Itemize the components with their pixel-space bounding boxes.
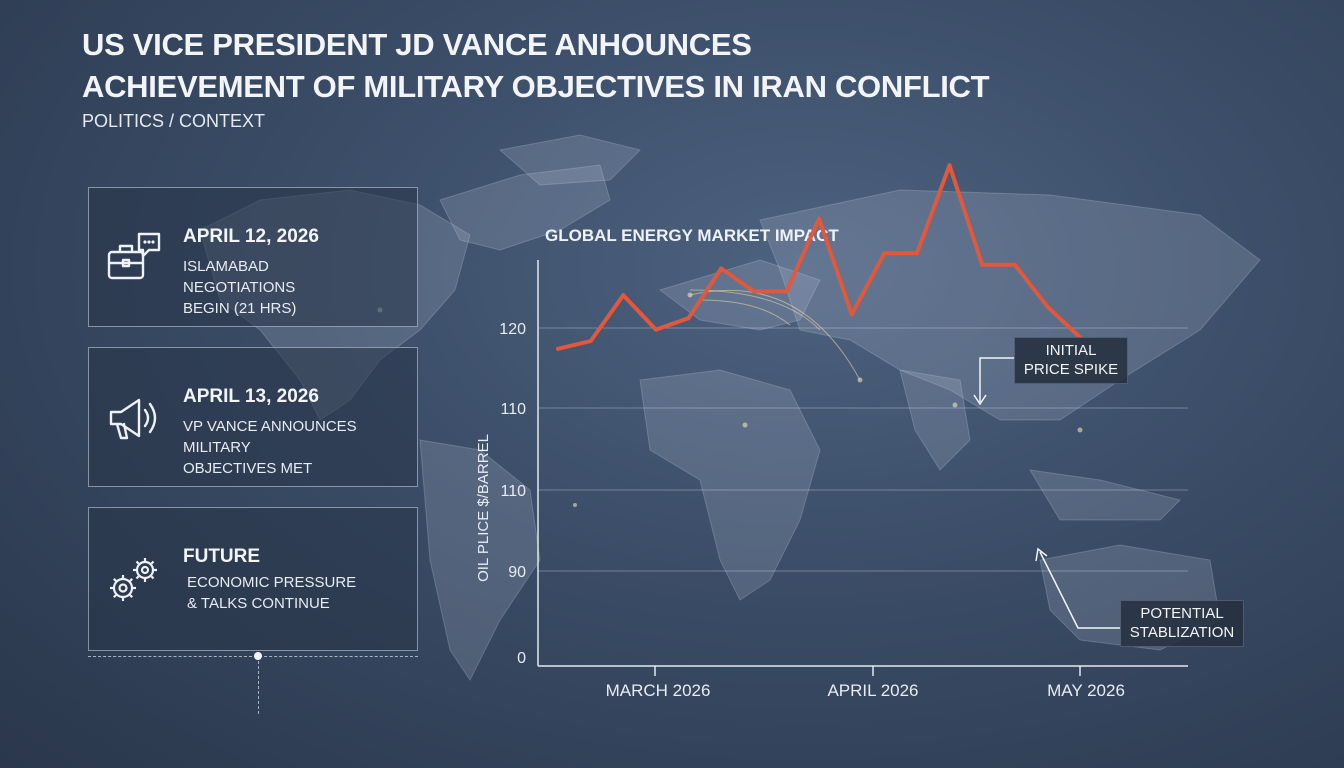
data-point [588,339,593,344]
timeline-description-line: & TALKS CONTINUE [187,595,330,612]
data-point [784,289,789,294]
timeline-connector-vertical [258,656,259,714]
annotation-line: PRICE SPIKE [1023,361,1119,378]
data-point [621,293,626,298]
category-label: POLITICS / CONTEXT [82,111,266,131]
megaphone-icon [109,398,157,440]
y-tick-label: 90 [508,564,526,581]
data-point [849,312,854,317]
x-tick-label: APRIL 2026 [827,681,918,700]
data-point [719,266,724,271]
data-point [947,163,952,168]
data-point [653,327,658,332]
y-tick-label: 110 [500,401,526,418]
gridlines [538,327,1188,572]
data-point [1012,262,1017,267]
annotation-line: POTENTIAL [1140,605,1224,622]
data-point [882,251,887,256]
data-point [817,216,821,221]
headline-line-1: US VICE PRESIDENT JD VANCE ANHOUNCES [82,27,752,62]
annotation-line: INITIAL [1045,342,1097,359]
headline-line-2: ACHIEVEMENT OF MILITARY OBJECTIVES IN IR… [82,69,990,104]
annotation-potential-stabilization: POTENTIAL STABLIZATION [1120,600,1244,647]
y-tick-label: 120 [499,321,526,338]
annotation-line: STABLIZATION [1129,624,1235,641]
timeline-description-line: NEGOTIATIONS [183,279,296,296]
timeline-description-line: BEGIN (21 HRS) [183,300,297,317]
briefcase-chat-icon [107,232,161,280]
timeline-description: ECONOMIC PRESSURE & TALKS CONTINUE [187,572,417,614]
timeline-card-announcement: APRIL 13, 2026 VP VANCE ANNOUNCES MILITA… [88,347,418,487]
x-tick-label: MAY 2026 [1047,681,1125,700]
oil-price-points [556,163,1082,351]
headline: US VICE PRESIDENT JD VANCE ANHOUNCES ACH… [82,24,990,108]
y-tick-label: 0 [517,650,526,667]
data-point [686,316,691,321]
y-tick-label: 110 [500,483,526,500]
timeline-description-line: ECONOMIC PRESSURE [187,574,357,591]
chart-title: GLOBAL ENERGY MARKET IMPACT [545,226,839,245]
timeline-card-negotiations: APRIL 12, 2026 ISLAMABAD NEGOTIATIONS BE… [88,187,418,327]
timeline-dot [254,652,262,660]
timeline-description-line: OBJECTIVES MET [183,460,313,477]
stabilization-arrow [1035,547,1120,629]
timeline-description-line: ISLAMABAD [183,258,269,275]
data-point [980,262,985,267]
gears-icon [110,558,157,601]
timeline-description: ISLAMABAD NEGOTIATIONS BEGIN (21 HRS) [183,256,413,319]
data-point [751,289,756,294]
oil-price-chart: 0 90 110 110 120 OIL PLICE $/BARREL MARC… [475,163,1188,700]
data-point [1045,304,1050,309]
timeline-connector [88,656,418,657]
data-point [914,251,919,256]
spike-arrow [973,357,1014,406]
timeline-date: FUTURE [183,546,261,567]
y-axis-label: OIL PLICE $/BARREL [475,434,492,582]
timeline-card-future: FUTURE ECONOMIC PRESSURE & TALKS CONTINU… [88,507,418,651]
data-point [556,346,560,351]
x-tick-label: MARCH 2026 [606,681,711,700]
oil-price-line [556,163,1082,351]
annotation-initial-price-spike: INITIAL PRICE SPIKE [1014,337,1128,384]
timeline-date: APRIL 12, 2026 [183,226,319,247]
timeline-date: APRIL 13, 2026 [183,386,319,407]
timeline-description-line: MILITARY [183,439,251,456]
timeline-description-line: VP VANCE ANNOUNCES [183,418,357,435]
timeline-description: VP VANCE ANNOUNCES MILITARY OBJECTIVES M… [183,416,413,479]
